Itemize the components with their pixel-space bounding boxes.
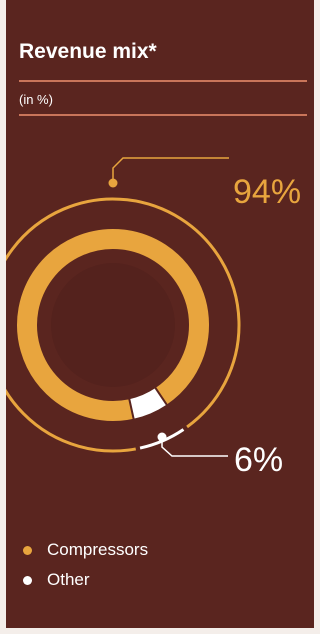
- donut-chart: [6, 157, 241, 457]
- legend-label-compressors: Compressors: [47, 540, 149, 559]
- donut-center: [51, 263, 175, 387]
- other-percent-label: 6%: [234, 441, 284, 479]
- chart-title: Revenue mix*: [19, 40, 157, 63]
- compressors-legend-dot: [23, 546, 32, 555]
- compressors-percent-label: 94%: [233, 173, 302, 211]
- title-divider-bottom: [19, 114, 307, 116]
- title-divider-top: [19, 80, 307, 82]
- chart-subtitle: (in %): [19, 92, 53, 107]
- slice-separator-1: [154, 386, 169, 406]
- donut-slice-other: [128, 387, 167, 419]
- other-leader-line: [161, 441, 228, 457]
- slice-separator-2: [128, 398, 135, 420]
- compressors-leader-line: [112, 157, 229, 179]
- revenue-mix-card: Revenue mix* (in %) 94% 6% Compressors O…: [6, 0, 314, 628]
- compressors-leader-dot: [108, 178, 118, 188]
- other-leader-dot: [157, 432, 167, 442]
- other-legend-dot: [23, 576, 32, 585]
- donut-slice-compressors: [17, 229, 210, 421]
- legend-label-other: Other: [47, 570, 90, 589]
- outer-ring-compressors: [6, 197, 241, 453]
